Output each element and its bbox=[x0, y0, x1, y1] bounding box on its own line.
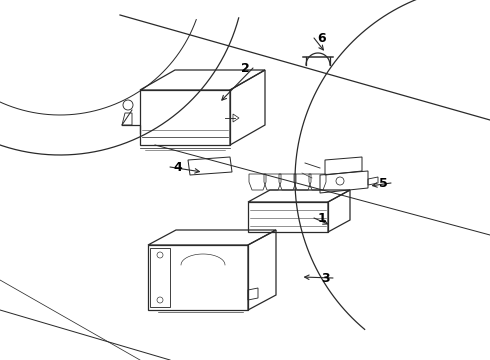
Text: 5: 5 bbox=[379, 176, 388, 189]
Text: 2: 2 bbox=[241, 62, 249, 75]
Text: 6: 6 bbox=[318, 32, 326, 45]
Text: 3: 3 bbox=[320, 271, 329, 284]
Text: 4: 4 bbox=[173, 161, 182, 174]
Text: 1: 1 bbox=[318, 212, 326, 225]
